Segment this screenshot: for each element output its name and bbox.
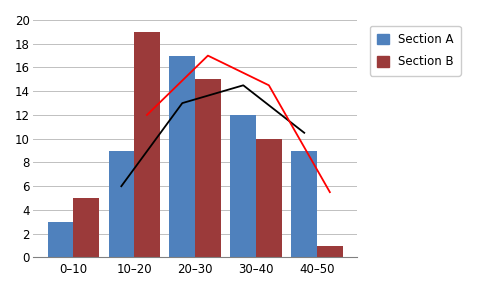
- Bar: [256, 139, 282, 258]
- Bar: [195, 79, 221, 258]
- Bar: [230, 115, 256, 258]
- Bar: [134, 32, 160, 258]
- Bar: [109, 151, 134, 258]
- Legend: Section A, Section B: Section A, Section B: [370, 26, 461, 75]
- Bar: [317, 246, 342, 258]
- Bar: [73, 198, 99, 258]
- Bar: [291, 151, 317, 258]
- Bar: [170, 56, 195, 258]
- Bar: [47, 222, 73, 258]
